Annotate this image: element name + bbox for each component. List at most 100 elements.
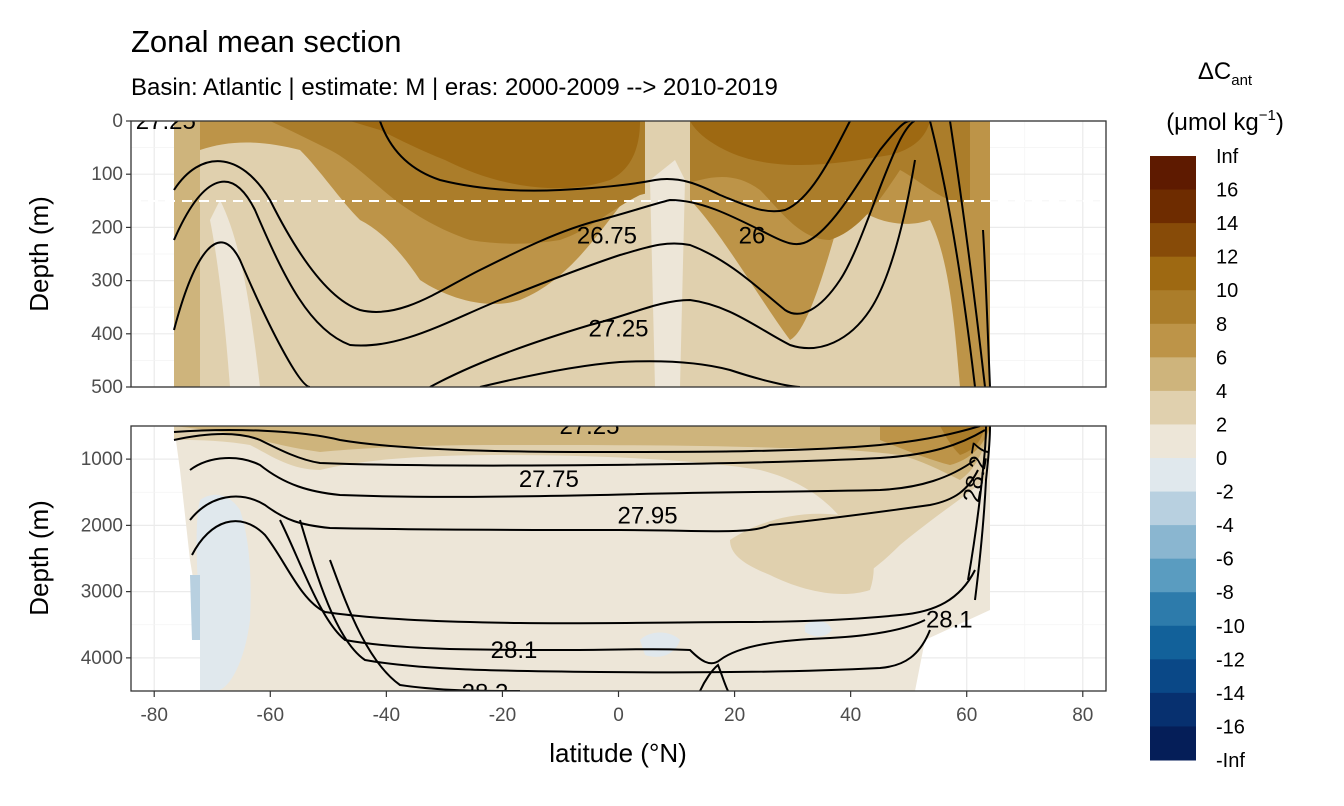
colorbar-label: -16 <box>1216 716 1245 738</box>
colorbar-swatch <box>1150 491 1196 526</box>
colorbar-label: 4 <box>1216 381 1227 403</box>
chart-title: Zonal mean section <box>131 24 402 59</box>
colorbar-legend: ΔCant (μmol kg−1) Inf 16 14 12 10 8 6 4 2 0 -2 -4 -6… <box>1150 58 1284 772</box>
colorbar-unit: (μmol kg−1) <box>1166 107 1284 136</box>
colorbar-unit-close: ) <box>1276 109 1284 136</box>
contour-line <box>379 121 851 213</box>
contour-line <box>173 121 911 313</box>
contour-label: 27.25 <box>136 108 196 135</box>
colorbar-unit-sup: −1 <box>1259 107 1276 124</box>
colorbar-label: -2 <box>1216 482 1234 504</box>
contour-line <box>982 229 991 387</box>
colorbar-swatch <box>1150 558 1196 593</box>
y-tick-label: 4000 <box>81 648 123 669</box>
y-tick-label: 100 <box>91 164 123 185</box>
lower-fill-negative <box>196 494 251 691</box>
upper-contours <box>173 121 991 387</box>
colorbar-swatch <box>1150 424 1196 459</box>
contour-line <box>173 429 986 467</box>
y-tick-label: 1000 <box>81 449 123 470</box>
contour-label: 26.75 <box>577 222 637 249</box>
contour-label: 28.1 <box>491 637 538 664</box>
colorbar-swatches <box>1150 156 1196 761</box>
contour-line <box>173 121 916 347</box>
x-tick-label: 0 <box>613 705 624 726</box>
contour-line <box>949 121 986 387</box>
colorbar-label: 2 <box>1216 414 1227 436</box>
chart-subtitle: Basin: Atlantic | estimate: M | eras: 20… <box>131 74 778 101</box>
contour-label: 26 <box>739 222 766 249</box>
colorbar-label: 14 <box>1216 213 1238 235</box>
y-tick-label: 2000 <box>81 515 123 536</box>
colorbar-label: 6 <box>1216 347 1227 369</box>
colorbar-label: 16 <box>1216 180 1238 202</box>
colorbar-label: 12 <box>1216 247 1238 269</box>
contour-line <box>279 519 926 665</box>
colorbar-label: -8 <box>1216 582 1234 604</box>
x-tick-label: 20 <box>724 705 745 726</box>
x-tick-label: -80 <box>140 705 167 726</box>
contour-line <box>479 360 801 387</box>
colorbar-title: ΔCant <box>1198 58 1253 89</box>
contour-line <box>929 121 976 387</box>
lower-fill-4 <box>174 426 990 480</box>
colorbar-label: -10 <box>1216 616 1245 638</box>
upper-fill-south-edge <box>174 121 200 387</box>
colorbar-title-sub: ant <box>1231 72 1253 89</box>
colorbar-swatch <box>1150 458 1196 493</box>
contour-line <box>173 426 981 454</box>
colorbar-swatch <box>1150 726 1196 761</box>
colorbar-swatch <box>1150 357 1196 392</box>
colorbar-swatch <box>1150 592 1196 627</box>
lower-y-ticks: 1000 2000 3000 4000 <box>81 449 131 669</box>
colorbar-swatch <box>1150 625 1196 660</box>
contour-line <box>173 241 311 387</box>
colorbar-swatch <box>1150 290 1196 325</box>
upper-y-ticks: 0 100 200 300 400 500 <box>91 111 131 398</box>
x-tick-label: -40 <box>373 705 400 726</box>
x-tick-label: 80 <box>1072 705 1093 726</box>
y-tick-label: 400 <box>91 324 123 345</box>
upper-fill-south-light <box>210 200 260 387</box>
colorbar-swatch <box>1150 156 1196 191</box>
lower-fill-negative-edge <box>190 575 200 640</box>
contour-line <box>429 159 916 387</box>
x-axis-ticks: -80 -60 -40 -20 0 20 40 60 80 <box>140 691 1093 726</box>
contour-label: 27.25 <box>559 413 619 440</box>
contour-label: 27.95 <box>617 502 677 529</box>
upper-panel: 26.75 26 27.25 27.25 0 100 200 300 400 500 Depth… <box>24 108 1107 398</box>
contour-label: 28.2 <box>462 679 509 706</box>
contour-label: 27.25 <box>588 315 648 342</box>
colorbar-label: 10 <box>1216 280 1238 302</box>
x-tick-label: -20 <box>489 705 516 726</box>
colorbar-swatch <box>1150 323 1196 358</box>
x-tick-label: -60 <box>257 705 284 726</box>
y-tick-label: 3000 <box>81 582 123 603</box>
colorbar-label: -Inf <box>1216 750 1245 772</box>
upper-panel-border <box>130 120 1107 388</box>
y-tick-label: 200 <box>91 217 123 238</box>
colorbar-swatch <box>1150 390 1196 425</box>
upper-fill-12-a <box>350 121 640 189</box>
lower-fill-negative-small <box>640 632 680 657</box>
colorbar-title-main: ΔC <box>1198 58 1231 85</box>
colorbar-swatch <box>1150 659 1196 694</box>
x-tick-label: 60 <box>956 705 977 726</box>
contour-line <box>699 663 729 691</box>
x-axis-title: latitude (°N) <box>549 738 687 768</box>
contour-line <box>974 426 991 601</box>
colorbar-swatch <box>1150 256 1196 291</box>
contour-line <box>299 519 931 674</box>
contour-line <box>967 426 987 581</box>
colorbar-swatch <box>1150 189 1196 224</box>
colorbar-unit-text: (μmol kg <box>1166 109 1259 136</box>
colorbar-label: Inf <box>1216 146 1239 168</box>
lower-fill-2-mid <box>730 513 874 595</box>
colorbar-label: -12 <box>1216 649 1245 671</box>
upper-contour-labels: 26.75 26 27.25 27.25 <box>136 108 766 342</box>
colorbar-labels: Inf 16 14 12 10 8 6 4 2 0 -2 -4 -6 -8 -10 -12 -14 -16 -Inf <box>1216 146 1245 772</box>
contour-line <box>189 457 976 498</box>
colorbar-swatch <box>1150 692 1196 727</box>
